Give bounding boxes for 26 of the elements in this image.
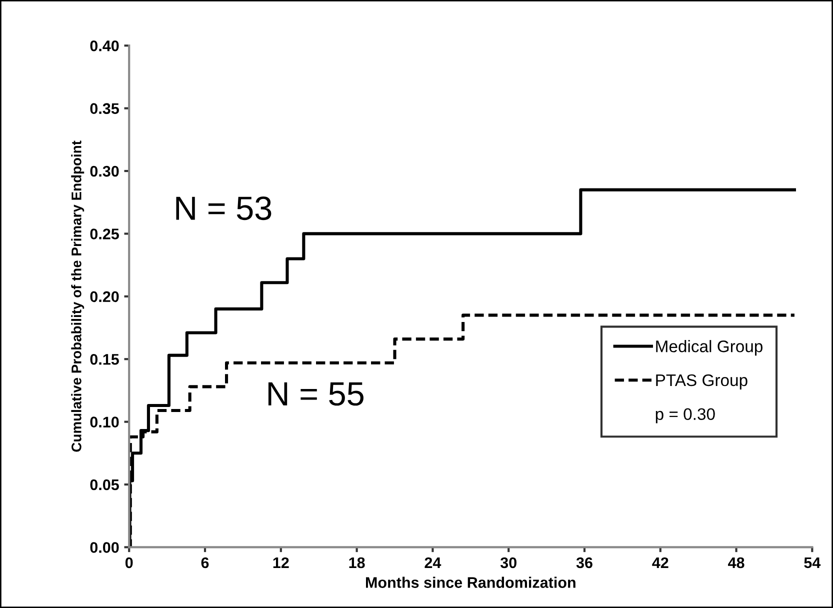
y-tick-label: 0.35 [90, 103, 119, 114]
y-tick-label: 0.20 [90, 291, 119, 302]
x-axis-title: Months since Randomization [366, 576, 576, 588]
x-tick-label: 48 [728, 557, 744, 568]
x-tick-label: 0 [125, 557, 133, 568]
legend-label: Medical Group [656, 340, 762, 356]
x-tick-label: 12 [273, 557, 289, 568]
x-tick-label: 36 [576, 557, 592, 568]
x-tick-label: 18 [349, 557, 365, 568]
y-tick-label: 0.05 [90, 479, 119, 490]
x-tick-label: 30 [500, 557, 516, 568]
x-tick-label: 24 [424, 557, 442, 568]
annotation: p = 0.30 [656, 408, 715, 424]
annotation: N = 55 [268, 382, 364, 406]
y-tick-label: 0.25 [90, 228, 119, 240]
x-tick-label: 42 [652, 557, 668, 568]
y-axis-title: Cumulative Probability of the Primary Endpoint [71, 140, 84, 452]
x-tick-label: 54 [804, 557, 821, 568]
y-tick-label: 0.10 [90, 416, 119, 428]
y-tick-label: 0.40 [90, 40, 119, 52]
y-tick-label: 0.30 [90, 166, 119, 177]
y-tick-label: 0.00 [90, 542, 119, 553]
legend-label: PTAS Group [656, 374, 748, 390]
y-tick-label: 0.15 [90, 354, 119, 365]
x-tick-label: 6 [201, 557, 209, 568]
annotation: N = 53 [176, 196, 272, 220]
